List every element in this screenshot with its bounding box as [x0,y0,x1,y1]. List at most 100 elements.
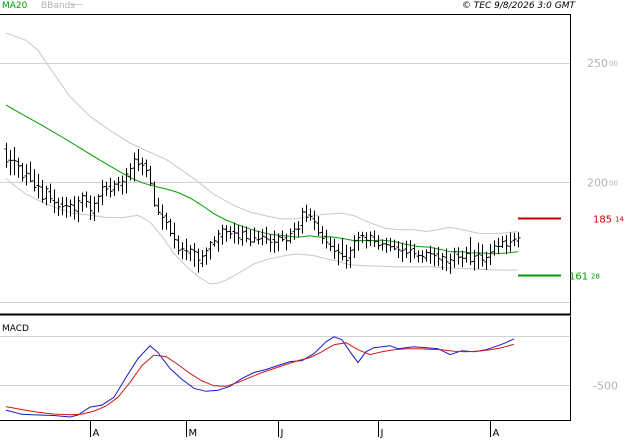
ohlc-bar [504,234,509,255]
ohlc-bar [368,231,373,246]
support-level-label-decimals: 28 [591,273,600,281]
ohlc-bar [468,236,473,265]
ohlc-bar [304,204,309,222]
ohlc-bar [28,161,33,182]
ohlc-bar [224,225,229,242]
ohlc-bar [452,247,457,268]
ohlc-bar [180,242,185,260]
ohlc-bar [228,226,233,239]
time-axis-month-label: J [280,428,284,439]
ohlc-bar [480,244,485,267]
price-tick-label-decimals: 00 [609,60,618,68]
ohlc-bar [84,191,89,208]
ohlc-bar [448,253,453,274]
ohlc-bar [120,175,125,195]
bbands-legend-label: BBands [41,1,75,11]
ohlc-bar [36,173,41,199]
ohlc-bar [268,234,273,253]
ohlc-bar [332,238,337,259]
ohlc-bar [288,228,293,244]
ohlc-bar [128,163,133,181]
macd-line [5,336,515,418]
ohlc-bar [472,249,477,271]
ohlc-bar [32,169,37,192]
ohlc-bar [396,241,401,259]
ohlc-bar [412,243,417,259]
ohlc-bar [8,149,13,176]
ohlc-bar [96,194,101,213]
ohlc-bar [60,196,65,216]
ohlc-bar [428,245,433,264]
ohlc-bars [4,142,521,274]
bollinger-upper-band [5,32,519,235]
ohlc-bar [384,237,389,253]
ohlc-bar [64,197,69,218]
ohlc-bar [80,192,85,212]
ohlc-bar [76,196,81,223]
ohlc-bar [164,212,169,230]
support-level-label: 161 [569,272,588,283]
ohlc-bar [200,250,205,268]
ohlc-bar [436,247,441,267]
ohlc-bar [376,235,381,250]
ohlc-bar [40,179,45,203]
ohlc-bar [16,157,21,178]
ohlc-bar [512,232,517,247]
ohlc-bar [312,210,317,231]
ohlc-bar [24,164,29,186]
ohlc-bar [444,248,449,272]
signal-line [5,342,515,416]
price-tick-label: 250 [587,57,608,70]
ohlc-bar [484,251,489,270]
ohlc-bar [296,221,301,237]
ohlc-bar [100,179,105,206]
price-tick-label: 200 [587,176,608,189]
ohlc-bar [432,247,437,267]
ohlc-bar [408,240,413,263]
ohlc-bar [216,230,221,252]
macd-axis-labels: -500 [593,379,618,392]
ohlc-bar [420,250,425,263]
ohlc-bar [92,196,97,221]
ohlc-bar [236,224,241,245]
ohlc-bar [388,237,393,252]
ohlc-bar [44,185,49,206]
ohlc-bar [172,222,177,249]
ohlc-bar [248,229,253,247]
ohlc-bar [212,236,217,247]
ohlc-bar [256,230,261,245]
ohlc-bar [188,245,193,262]
ohlc-bar [352,235,357,259]
ohlc-bar [392,239,397,251]
ohlc-bar [464,246,469,263]
ohlc-bar [176,235,181,255]
resistance-level-label: 185 [593,215,612,226]
ohlc-bar [416,250,421,263]
ohlc-bar [500,236,505,248]
ohlc-bar [300,207,305,234]
resistance-level-label-decimals: 14 [615,216,624,224]
macd-gridlines [0,336,570,386]
time-axis-month-label: M [189,428,198,439]
macd-tick-label: -500 [593,379,618,392]
macd-lines [5,336,515,418]
ohlc-bar [132,152,137,182]
ohlc-bar [4,142,9,168]
ohlc-bar [488,243,493,265]
ohlc-bar [372,230,377,248]
ohlc-bar [220,224,225,245]
ohlc-bar [320,225,325,244]
ohlc-bar [284,233,289,251]
ohlc-bar [348,246,353,268]
ohlc-bar [160,204,165,230]
ohlc-bar [48,183,53,204]
ohlc-bar [356,231,361,251]
ohlc-bar [240,225,245,246]
ohlc-bar [136,148,141,171]
ohlc-bar [68,199,73,217]
ohlc-bar [440,253,445,270]
